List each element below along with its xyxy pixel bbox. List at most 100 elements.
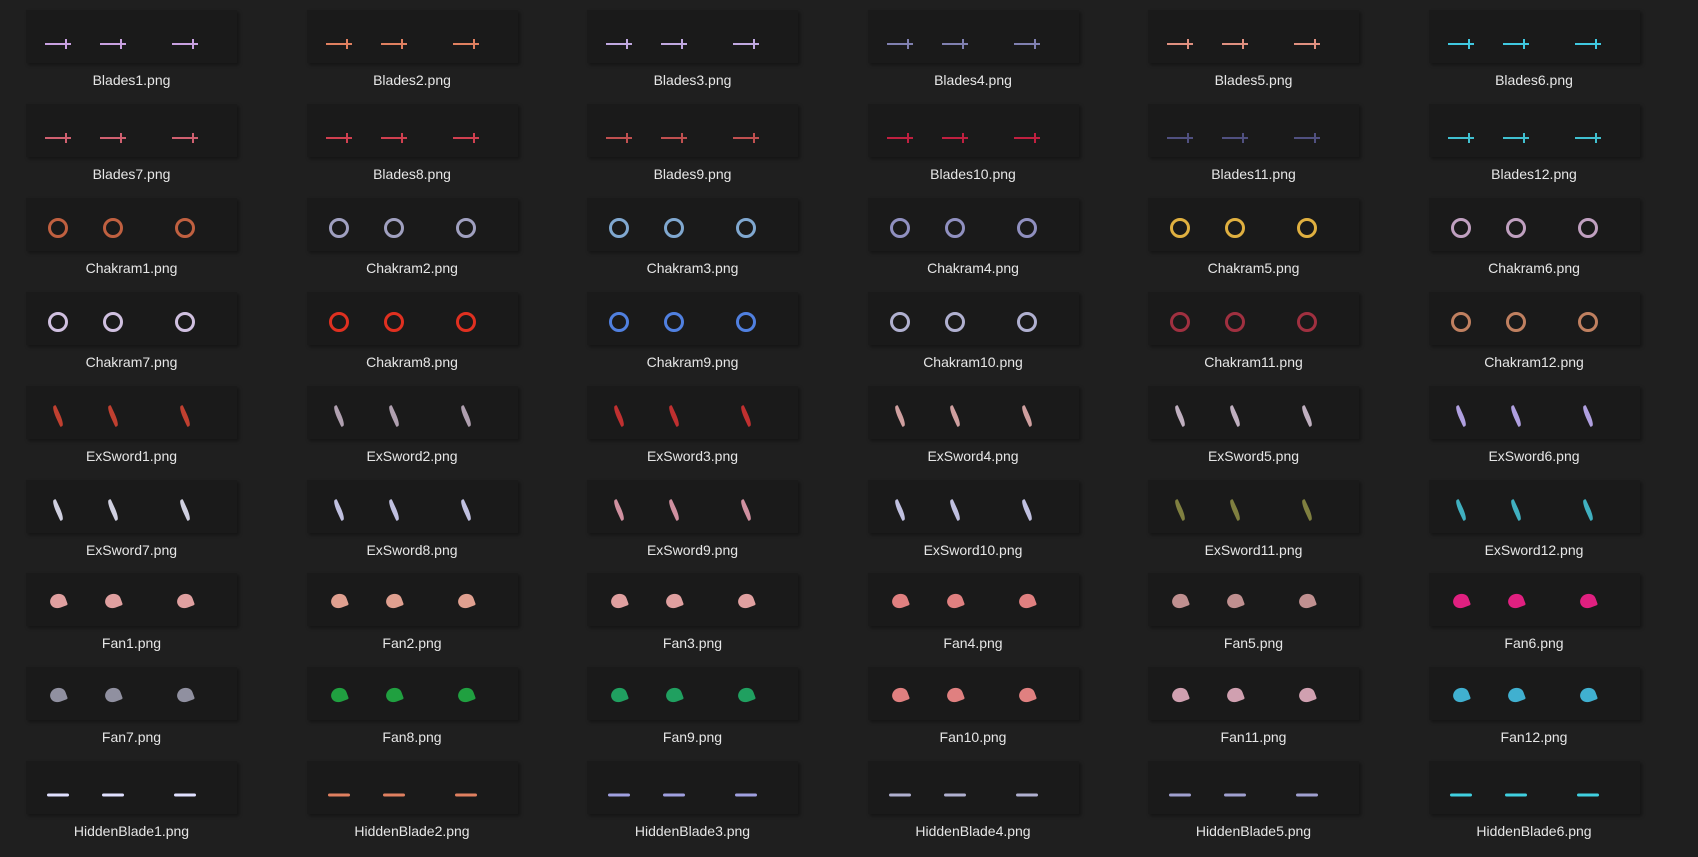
file-item[interactable]: Blades3.png	[587, 10, 827, 100]
file-item[interactable]: Fan1.png	[26, 573, 266, 663]
file-item[interactable]: Chakram2.png	[306, 197, 547, 288]
file-name-label[interactable]: Chakram2.png	[366, 259, 458, 276]
file-thumbnail[interactable]	[1148, 667, 1359, 721]
file-name-label[interactable]: Blades4.png	[934, 72, 1012, 88]
file-item[interactable]: Blades4.png	[867, 10, 1108, 100]
file-thumbnail[interactable]	[867, 761, 1079, 815]
file-name-label[interactable]: Chakram8.png	[366, 353, 458, 370]
file-name-label[interactable]: Chakram11.png	[1204, 353, 1303, 370]
file-item[interactable]: ExSword12.png	[1428, 479, 1669, 570]
file-name-label[interactable]: Fan4.png	[943, 635, 1003, 652]
file-name-label[interactable]: HiddenBlade5.png	[1195, 823, 1312, 840]
file-thumbnail[interactable]	[26, 573, 237, 627]
file-name-label[interactable]: Blades7.png	[92, 165, 171, 182]
file-thumbnail[interactable]	[306, 573, 518, 627]
file-item[interactable]: Chakram12.png	[1428, 291, 1669, 382]
file-thumbnail[interactable]	[306, 10, 518, 63]
file-name-label[interactable]: Fan3.png	[662, 635, 723, 652]
file-item[interactable]: Fan12.png	[1428, 667, 1669, 757]
file-item[interactable]: ExSword8.png	[306, 479, 547, 570]
file-item[interactable]: Chakram6.png	[1428, 197, 1669, 288]
file-item[interactable]: Fan5.png	[1148, 573, 1388, 663]
file-thumbnail[interactable]	[1148, 573, 1359, 627]
file-item[interactable]: Blades1.png	[26, 10, 266, 100]
file-thumbnail[interactable]	[867, 385, 1079, 439]
file-name-label[interactable]: ExSword12.png	[1484, 541, 1584, 558]
file-name-label[interactable]: Chakram7.png	[85, 353, 178, 370]
file-item[interactable]: HiddenBlade3.png	[587, 761, 827, 851]
file-name-label[interactable]: ExSword4.png	[927, 447, 1019, 464]
file-item[interactable]: Blades7.png	[26, 103, 266, 194]
file-thumbnail[interactable]	[1148, 761, 1359, 815]
file-thumbnail[interactable]	[306, 291, 518, 345]
file-name-label[interactable]: Blades9.png	[653, 165, 732, 182]
file-item[interactable]: ExSword3.png	[587, 385, 827, 476]
file-item[interactable]: ExSword9.png	[587, 479, 827, 570]
file-thumbnail[interactable]	[587, 479, 798, 533]
file-thumbnail[interactable]	[587, 573, 798, 627]
file-item[interactable]: Fan9.png	[587, 667, 827, 757]
file-name-label[interactable]: ExSword9.png	[646, 541, 739, 558]
file-name-label[interactable]: Blades6.png	[1495, 72, 1573, 88]
file-name-label[interactable]: Chakram4.png	[927, 259, 1019, 276]
file-name-label[interactable]: ExSword7.png	[85, 541, 178, 558]
file-item[interactable]: Blades5.png	[1148, 10, 1388, 100]
file-name-label[interactable]: Chakram1.png	[85, 259, 178, 276]
file-name-label[interactable]: Blades10.png	[930, 165, 1016, 182]
file-thumbnail[interactable]	[306, 197, 518, 251]
file-thumbnail[interactable]	[587, 103, 798, 157]
file-item[interactable]: Blades11.png	[1148, 103, 1388, 194]
file-name-label[interactable]: Blades1.png	[92, 72, 171, 88]
file-name-label[interactable]: Fan8.png	[382, 729, 442, 746]
file-item[interactable]: ExSword1.png	[26, 385, 266, 476]
file-thumbnail[interactable]	[867, 479, 1079, 533]
file-item[interactable]: ExSword6.png	[1428, 385, 1669, 476]
file-item[interactable]: Fan8.png	[306, 667, 547, 757]
file-name-label[interactable]: Fan7.png	[101, 729, 162, 746]
file-item[interactable]: ExSword5.png	[1148, 385, 1388, 476]
file-thumbnail[interactable]	[306, 103, 518, 157]
file-thumbnail[interactable]	[1148, 103, 1359, 157]
file-name-label[interactable]: Fan11.png	[1220, 729, 1287, 746]
file-item[interactable]: Fan4.png	[867, 573, 1108, 663]
file-name-label[interactable]: Chakram9.png	[646, 353, 739, 370]
file-item[interactable]: Chakram3.png	[587, 197, 827, 288]
file-item[interactable]: HiddenBlade4.png	[867, 761, 1108, 851]
file-name-label[interactable]: HiddenBlade3.png	[634, 823, 751, 840]
file-name-label[interactable]: Blades5.png	[1214, 72, 1293, 88]
file-name-label[interactable]: ExSword5.png	[1207, 447, 1300, 464]
file-name-label[interactable]: Fan12.png	[1500, 729, 1568, 746]
file-thumbnail[interactable]	[306, 479, 518, 533]
file-thumbnail[interactable]	[1148, 10, 1359, 63]
file-item[interactable]: Blades9.png	[587, 103, 827, 194]
file-name-label[interactable]: ExSword10.png	[923, 541, 1023, 558]
file-item[interactable]: Fan10.png	[867, 667, 1108, 757]
file-name-label[interactable]: Fan1.png	[101, 635, 162, 652]
file-item[interactable]: Fan6.png	[1428, 573, 1669, 663]
file-item[interactable]: HiddenBlade1.png	[26, 761, 266, 851]
file-item[interactable]: ExSword11.png	[1148, 479, 1388, 570]
file-name-label[interactable]: Blades8.png	[373, 165, 451, 182]
file-name-label[interactable]: HiddenBlade4.png	[915, 823, 1031, 840]
file-item[interactable]: HiddenBlade5.png	[1148, 761, 1388, 851]
file-name-label[interactable]: Fan5.png	[1223, 635, 1284, 652]
file-thumbnail[interactable]	[867, 573, 1079, 627]
file-thumbnail[interactable]	[26, 385, 237, 439]
file-item[interactable]: Chakram10.png	[867, 291, 1108, 382]
file-name-label[interactable]: Blades3.png	[653, 72, 732, 88]
file-thumbnail[interactable]	[867, 291, 1079, 345]
file-item[interactable]: Blades6.png	[1428, 10, 1669, 100]
file-thumbnail[interactable]	[1428, 385, 1640, 439]
file-name-label[interactable]: Chakram6.png	[1488, 259, 1580, 276]
file-item[interactable]: Chakram11.png	[1148, 291, 1388, 382]
file-item[interactable]: Chakram1.png	[26, 197, 266, 288]
file-thumbnail[interactable]	[306, 761, 518, 815]
file-name-label[interactable]: Fan9.png	[662, 729, 723, 746]
file-name-label[interactable]: ExSword8.png	[366, 541, 458, 558]
file-thumbnail[interactable]	[1428, 291, 1640, 345]
file-thumbnail[interactable]	[26, 479, 237, 533]
file-thumbnail[interactable]	[1148, 197, 1359, 251]
file-thumbnail[interactable]	[1148, 291, 1359, 345]
file-thumbnail[interactable]	[1148, 479, 1359, 533]
file-item[interactable]: ExSword2.png	[306, 385, 547, 476]
